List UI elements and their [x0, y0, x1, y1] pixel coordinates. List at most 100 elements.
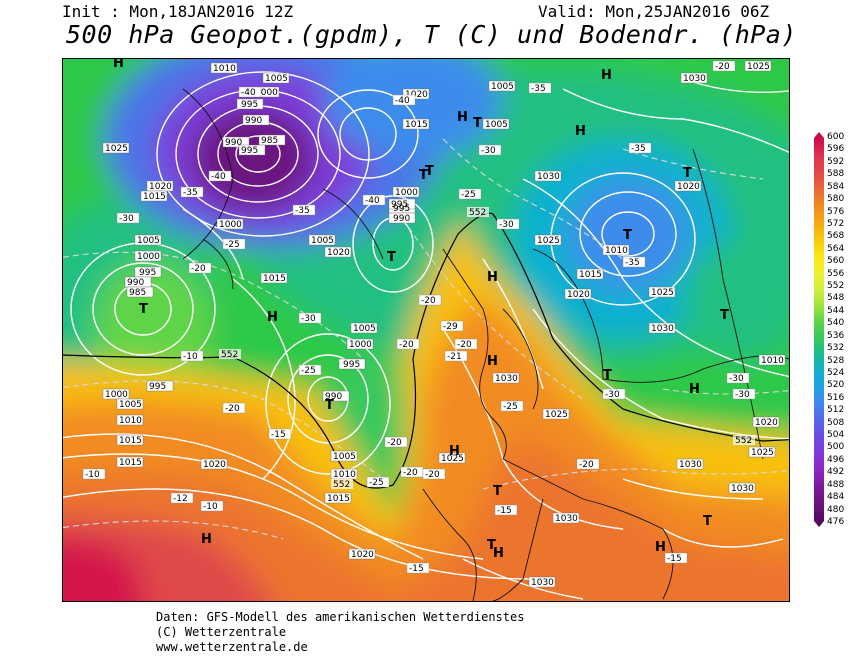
svg-text:1030: 1030 [731, 484, 754, 494]
svg-text:-15: -15 [271, 430, 286, 440]
svg-text:1005: 1005 [265, 74, 288, 84]
high-marker: H [487, 354, 498, 369]
geopotential-field [63, 59, 789, 601]
svg-text:-30: -30 [481, 146, 496, 156]
svg-text:1020: 1020 [351, 550, 374, 560]
svg-text:1005: 1005 [353, 324, 376, 334]
low-marker: T [139, 302, 148, 317]
svg-text:1030: 1030 [555, 514, 578, 524]
svg-text:-25: -25 [301, 366, 316, 376]
svg-text:-25: -25 [461, 190, 476, 200]
website-link[interactable]: www.wetterzentrale.de [156, 640, 308, 654]
svg-text:-40: -40 [241, 88, 256, 98]
svg-text:-20: -20 [403, 468, 418, 478]
svg-text:995: 995 [149, 382, 166, 392]
legend-label: 596 [827, 144, 845, 155]
svg-text:-20: -20 [457, 340, 472, 350]
svg-text:-20: -20 [387, 438, 402, 448]
legend-label: 540 [827, 318, 845, 329]
legend-label: 560 [827, 256, 845, 267]
svg-text:1000: 1000 [105, 390, 128, 400]
svg-text:-30: -30 [729, 374, 744, 384]
legend-label: 500 [827, 442, 845, 453]
svg-text:1025: 1025 [545, 410, 568, 420]
pressure-centers: T T T T T T T T T T T T T H H H H H H H … [113, 59, 729, 561]
svg-text:1010: 1010 [333, 470, 356, 480]
svg-text:1005: 1005 [491, 82, 514, 92]
svg-text:1015: 1015 [119, 436, 142, 446]
svg-text:1025: 1025 [105, 144, 128, 154]
color-scale-legend: 600 596 592 588 584 580 576 572 568 564 560 556 552 5… [812, 132, 850, 527]
svg-text:1020: 1020 [149, 182, 172, 192]
low-marker: T [493, 484, 502, 499]
low-marker: T [473, 116, 482, 131]
legend-label: 588 [827, 169, 845, 180]
svg-text:1020: 1020 [203, 460, 226, 470]
svg-text:-30: -30 [605, 390, 620, 400]
svg-text:-40: -40 [211, 172, 226, 182]
low-marker: T [603, 368, 612, 383]
svg-text:1010: 1010 [761, 356, 784, 366]
svg-text:1015: 1015 [143, 192, 166, 202]
svg-text:-21: -21 [447, 352, 462, 362]
legend-label: 576 [827, 206, 845, 217]
svg-text:1000: 1000 [255, 88, 278, 98]
legend-label: 512 [827, 405, 845, 416]
svg-text:1015: 1015 [579, 270, 602, 280]
low-marker: T [683, 166, 692, 181]
svg-text:-35: -35 [625, 258, 640, 268]
color-scale-bar [814, 132, 824, 527]
weather-map: 1010 1005 1000 995 990 990 985 995 1020 1015 10… [62, 58, 790, 602]
svg-text:1010: 1010 [119, 416, 142, 426]
legend-label: 476 [827, 517, 845, 527]
high-marker: H [201, 532, 212, 547]
coastlines [182, 88, 789, 601]
data-source: Daten: GFS-Modell des amerikanischen Wet… [156, 610, 525, 624]
legend-label: 496 [827, 454, 845, 465]
svg-text:1005: 1005 [137, 236, 160, 246]
legend-label: 516 [827, 392, 845, 403]
svg-text:995: 995 [391, 200, 408, 210]
legend-label: 528 [827, 355, 845, 366]
svg-text:1005: 1005 [119, 400, 142, 410]
svg-text:1025: 1025 [441, 454, 464, 464]
svg-text:1030: 1030 [679, 460, 702, 470]
svg-text:1000: 1000 [395, 188, 418, 198]
svg-text:990: 990 [127, 278, 144, 288]
svg-text:1020: 1020 [567, 290, 590, 300]
svg-text:995: 995 [343, 360, 360, 370]
svg-text:990: 990 [225, 138, 242, 148]
svg-text:995: 995 [393, 204, 410, 214]
high-marker: H [457, 110, 468, 125]
low-marker: T [487, 538, 496, 553]
high-marker: H [487, 270, 498, 285]
svg-text:-20: -20 [579, 460, 594, 470]
contour-552 [63, 212, 789, 489]
low-marker: T [325, 398, 334, 413]
svg-text:1030: 1030 [495, 374, 518, 384]
svg-text:1025: 1025 [537, 236, 560, 246]
svg-text:995: 995 [241, 146, 258, 156]
legend-label: 600 [827, 132, 845, 142]
svg-text:-30: -30 [735, 390, 750, 400]
svg-text:552: 552 [735, 436, 752, 446]
contour-552-labels: 552 552 552 552 [219, 207, 755, 490]
legend-label: 548 [827, 293, 845, 304]
svg-text:1020: 1020 [755, 418, 778, 428]
svg-text:-20: -20 [399, 340, 414, 350]
svg-text:-10: -10 [183, 352, 198, 362]
legend-label: 552 [827, 281, 845, 292]
legend-label: 544 [827, 305, 845, 316]
svg-text:552: 552 [469, 208, 486, 218]
svg-text:1005: 1005 [333, 452, 356, 462]
svg-text:-30: -30 [499, 220, 514, 230]
low-marker: T [387, 250, 396, 265]
svg-text:-35: -35 [631, 144, 646, 154]
legend-label: 508 [827, 417, 845, 428]
svg-text:1000: 1000 [137, 252, 160, 262]
svg-text:1025: 1025 [651, 288, 674, 298]
high-marker: H [267, 310, 278, 325]
high-marker: H [655, 540, 666, 555]
low-marker: T [419, 168, 428, 183]
